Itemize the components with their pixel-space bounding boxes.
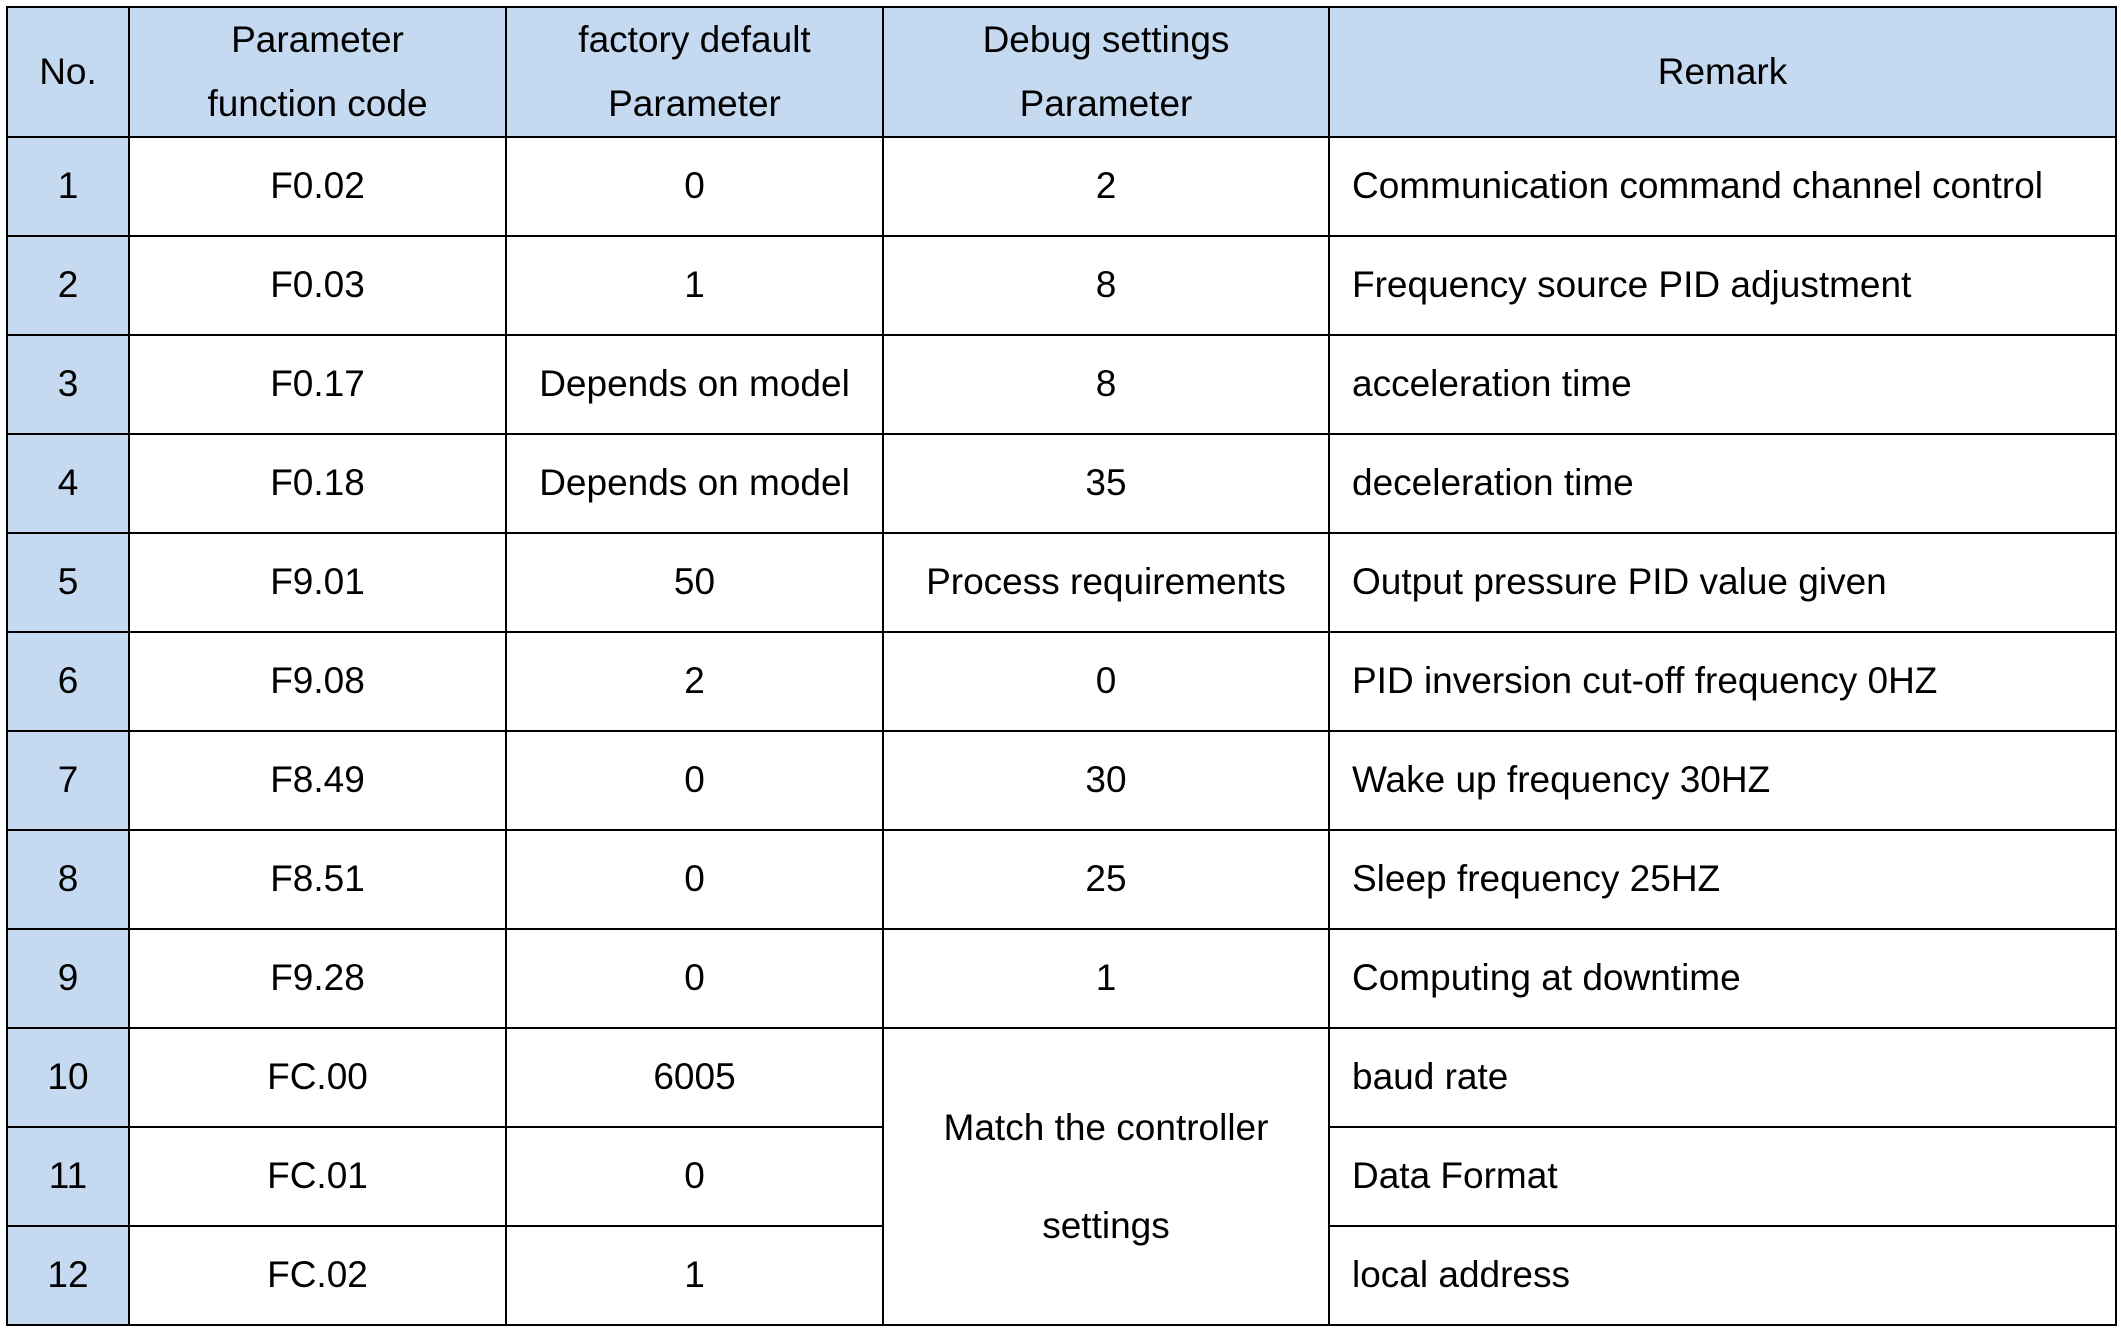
remark-cell: Frequency source PID adjustment: [1328, 235, 2117, 336]
remark-cell: deceleration time: [1328, 433, 2117, 534]
header-factory-default-line1: factory default: [578, 19, 811, 60]
table-row: 9 F9.28 0 1 Computing at downtime: [6, 928, 2117, 1029]
header-factory-default: factory default Parameter: [505, 6, 884, 138]
header-function-code-line1: Parameter: [231, 19, 404, 60]
factory-default-cell: 0: [505, 730, 884, 831]
row-number: 3: [6, 334, 130, 435]
table-row: 3 F0.17 Depends on model 8 acceleration …: [6, 334, 2117, 435]
row-number: 12: [6, 1225, 130, 1326]
remark-cell: acceleration time: [1328, 334, 2117, 435]
table-row: 12 FC.02 1 local address: [6, 1225, 2117, 1326]
function-code-cell: F8.51: [128, 829, 507, 930]
table-row: 2 F0.03 1 8 Frequency source PID adjustm…: [6, 235, 2117, 336]
function-code-cell: F0.02: [128, 136, 507, 237]
remark-cell: Data Format: [1328, 1126, 2117, 1227]
debug-setting-cell: 0: [882, 631, 1330, 732]
function-code-cell: F0.18: [128, 433, 507, 534]
debug-setting-cell: 8: [882, 334, 1330, 435]
header-debug-settings: Debug settings Parameter: [882, 6, 1330, 138]
debug-setting-cell: 30: [882, 730, 1330, 831]
parameter-table: No. Parameter function code factory defa…: [6, 6, 2117, 1326]
table-row: 8 F8.51 0 25 Sleep frequency 25HZ: [6, 829, 2117, 930]
table-row: 6 F9.08 2 0 PID inversion cut-off freque…: [6, 631, 2117, 732]
factory-default-cell: 0: [505, 829, 884, 930]
row-number: 5: [6, 532, 130, 633]
remark-cell: local address: [1328, 1225, 2117, 1326]
table-row: 5 F9.01 50 Process requirements Output p…: [6, 532, 2117, 633]
function-code-cell: FC.01: [128, 1126, 507, 1227]
debug-setting-cell: 2: [882, 136, 1330, 237]
function-code-cell: F8.49: [128, 730, 507, 831]
factory-default-cell: Depends on model: [505, 433, 884, 534]
row-number: 1: [6, 136, 130, 237]
row-number: 4: [6, 433, 130, 534]
function-code-cell: F9.28: [128, 928, 507, 1029]
function-code-cell: F0.17: [128, 334, 507, 435]
remark-cell: Sleep frequency 25HZ: [1328, 829, 2117, 930]
function-code-cell: FC.00: [128, 1027, 507, 1128]
header-factory-default-line2: Parameter: [608, 83, 781, 124]
header-debug-settings-line2: Parameter: [1019, 83, 1193, 124]
table-row: 1 F0.02 0 2 Communication command channe…: [6, 136, 2117, 237]
merged-debug-line1: Match the controller: [943, 1106, 1269, 1148]
row-number: 7: [6, 730, 130, 831]
factory-default-cell: 1: [505, 235, 884, 336]
debug-setting-cell: Process requirements: [882, 532, 1330, 633]
row-number: 9: [6, 928, 130, 1029]
header-function-code-line2: function code: [207, 83, 428, 124]
factory-default-cell: 0: [505, 1126, 884, 1227]
header-debug-settings-line1: Debug settings: [982, 19, 1230, 60]
debug-setting-cell: 35: [882, 433, 1330, 534]
row-number: 11: [6, 1126, 130, 1227]
table-row: 11 FC.01 0 Data Format: [6, 1126, 2117, 1227]
header-row: No. Parameter function code factory defa…: [6, 6, 2117, 138]
table-row: 4 F0.18 Depends on model 35 deceleration…: [6, 433, 2117, 534]
function-code-cell: F0.03: [128, 235, 507, 336]
merged-debug-setting-cell: Match the controller settings: [882, 1027, 1330, 1326]
table-row: 7 F8.49 0 30 Wake up frequency 30HZ: [6, 730, 2117, 831]
remark-cell: Computing at downtime: [1328, 928, 2117, 1029]
factory-default-cell: 0: [505, 928, 884, 1029]
function-code-cell: F9.01: [128, 532, 507, 633]
row-number: 2: [6, 235, 130, 336]
header-function-code: Parameter function code: [128, 6, 507, 138]
table-row: 10 FC.00 6005 Match the controller setti…: [6, 1027, 2117, 1326]
factory-default-cell: 50: [505, 532, 884, 633]
remark-cell: Communication command channel control: [1328, 136, 2117, 237]
row-number: 10: [6, 1027, 130, 1128]
header-no: No.: [6, 6, 130, 138]
row-number: 8: [6, 829, 130, 930]
debug-setting-cell: 1: [882, 928, 1330, 1029]
factory-default-cell: 0: [505, 136, 884, 237]
remark-cell: PID inversion cut-off frequency 0HZ: [1328, 631, 2117, 732]
function-code-cell: F9.08: [128, 631, 507, 732]
factory-default-cell: 1: [505, 1225, 884, 1326]
factory-default-cell: Depends on model: [505, 334, 884, 435]
factory-default-cell: 2: [505, 631, 884, 732]
debug-setting-cell: 25: [882, 829, 1330, 930]
remark-cell: Output pressure PID value given: [1328, 532, 2117, 633]
merged-debug-line2: settings: [1042, 1204, 1170, 1246]
debug-setting-cell: 8: [882, 235, 1330, 336]
header-remark: Remark: [1328, 6, 2117, 138]
row-number: 6: [6, 631, 130, 732]
factory-default-cell: 6005: [505, 1027, 884, 1128]
remark-cell: baud rate: [1328, 1027, 2117, 1128]
function-code-cell: FC.02: [128, 1225, 507, 1326]
remark-cell: Wake up frequency 30HZ: [1328, 730, 2117, 831]
